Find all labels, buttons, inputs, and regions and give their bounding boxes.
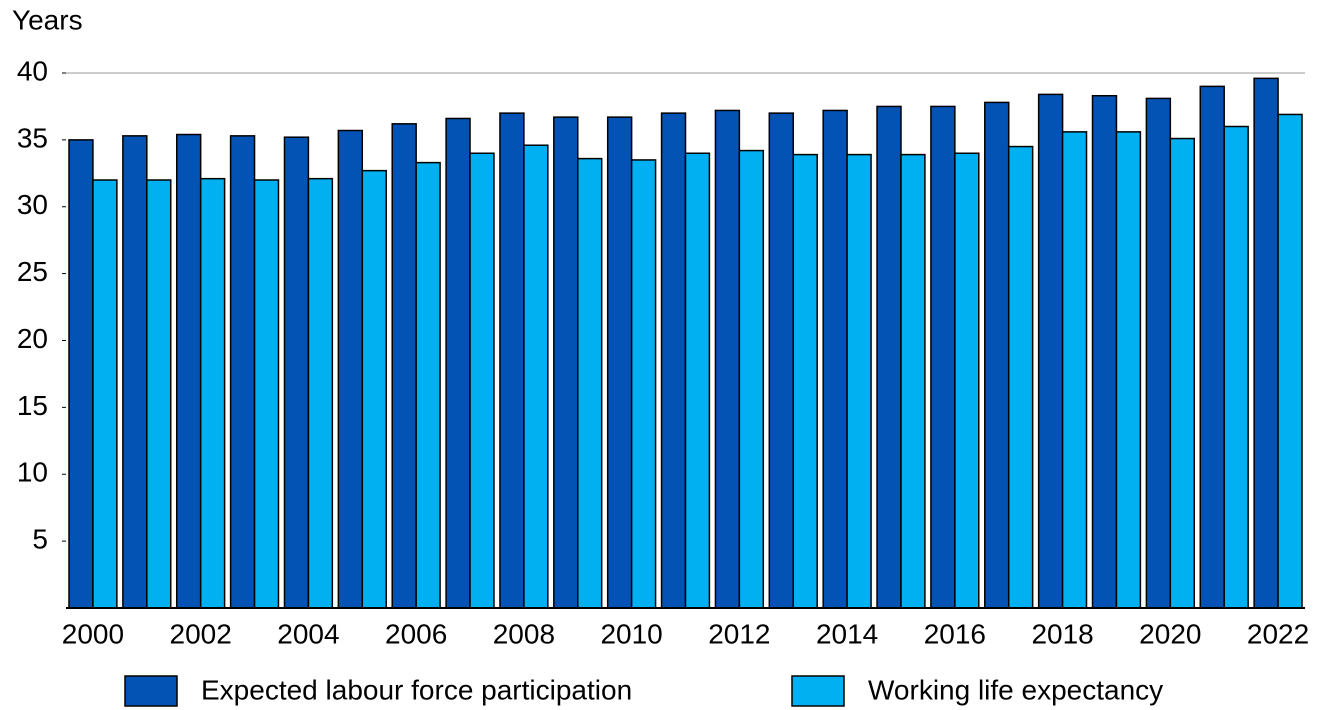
legend-swatch <box>124 675 178 707</box>
bar <box>606 116 633 609</box>
bar <box>738 149 765 609</box>
bar <box>445 117 471 609</box>
bar <box>1115 131 1142 609</box>
bar <box>361 169 387 609</box>
x-tick-label: 2014 <box>816 618 878 649</box>
bar <box>415 161 441 609</box>
x-tick-label: 2008 <box>493 618 555 649</box>
bar <box>146 179 172 609</box>
y-tick-label: 30 <box>17 189 48 220</box>
bar <box>630 159 657 609</box>
bar <box>684 152 711 609</box>
bar <box>469 152 495 609</box>
bar <box>954 152 980 609</box>
bar <box>122 135 148 609</box>
bar <box>1061 131 1088 609</box>
x-tick-label: 2012 <box>708 618 770 649</box>
bar <box>92 179 118 609</box>
y-tick-label: 40 <box>17 55 48 86</box>
bar <box>930 105 956 609</box>
bar <box>499 112 525 609</box>
bar <box>1037 93 1064 609</box>
x-tick-label: 2016 <box>924 618 986 649</box>
x-tick-label: 2010 <box>600 618 662 649</box>
bar <box>577 157 603 609</box>
bar <box>660 112 687 609</box>
x-tick-label: 2018 <box>1031 618 1093 649</box>
bar <box>175 133 202 609</box>
bar <box>876 105 902 609</box>
bar <box>792 153 818 609</box>
y-tick-label: 25 <box>17 256 48 287</box>
x-tick-label: 2020 <box>1139 618 1201 649</box>
bar <box>822 109 848 609</box>
bar <box>984 101 1010 609</box>
bar <box>391 123 417 609</box>
bar <box>307 177 334 609</box>
bar <box>1199 85 1225 609</box>
bar <box>1091 94 1118 609</box>
legend-label: Working life expectancy <box>868 674 1163 705</box>
x-tick-label: 2000 <box>62 618 124 649</box>
y-tick-label: 15 <box>17 390 48 421</box>
bar <box>1007 145 1034 609</box>
bar <box>768 112 794 609</box>
legend-label: Expected labour force participation <box>201 674 632 705</box>
bar <box>283 136 310 609</box>
x-tick-label: 2002 <box>170 618 232 649</box>
bar <box>1223 125 1249 609</box>
bar <box>199 177 226 609</box>
bar <box>1253 77 1279 609</box>
y-axis-label: Years <box>12 4 83 35</box>
bar <box>68 139 94 609</box>
bar <box>523 144 549 609</box>
x-tick-label: 2004 <box>277 618 339 649</box>
y-tick-label: 35 <box>17 122 48 153</box>
bar <box>846 153 872 609</box>
x-tick-label: 2006 <box>385 618 447 649</box>
y-tick-label: 5 <box>32 524 48 555</box>
x-tick-label: 2022 <box>1247 618 1309 649</box>
bar <box>229 135 256 609</box>
bar <box>714 109 741 609</box>
bar <box>553 116 579 609</box>
bar <box>337 129 364 609</box>
bar <box>253 179 280 609</box>
bar <box>1277 113 1303 609</box>
legend-swatch <box>791 675 845 707</box>
bar <box>1169 137 1196 609</box>
bar <box>1145 97 1172 609</box>
y-tick-label: 20 <box>17 323 48 354</box>
y-tick-label: 10 <box>17 457 48 488</box>
bar <box>900 153 926 609</box>
